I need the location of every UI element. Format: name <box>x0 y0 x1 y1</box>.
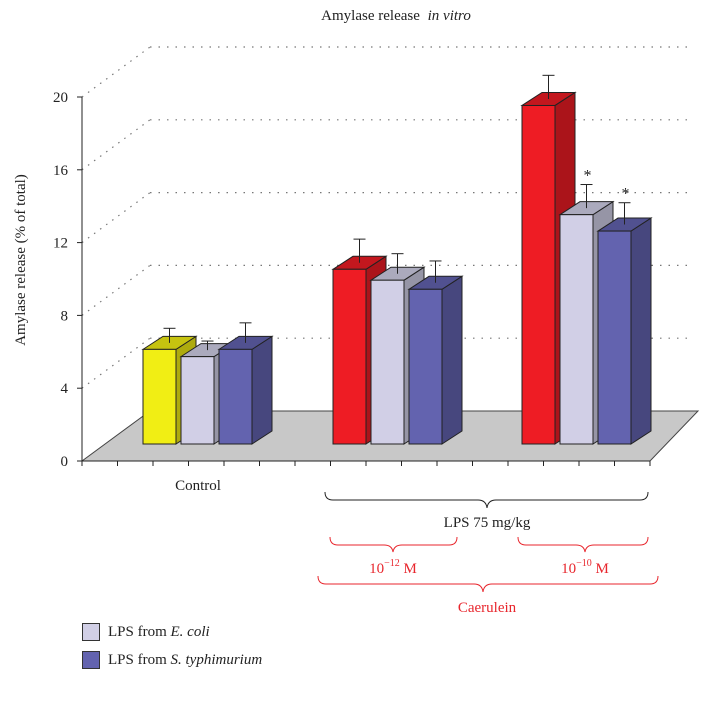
legend: LPS from E. coli LPS from S. typhimurium <box>82 618 262 674</box>
conc-low-exp: −12 <box>384 558 400 569</box>
bar-front <box>218 348 253 445</box>
bar-front <box>597 230 632 445</box>
bar: * <box>596 186 653 445</box>
legend-label-ecoli: LPS from E. coli <box>108 623 210 640</box>
significance-marker: * <box>622 186 630 203</box>
bar-front <box>408 288 443 445</box>
conc-high-unit: M <box>592 561 609 577</box>
legend-swatch-ecoli <box>82 623 100 641</box>
gridline-diag <box>81 119 151 171</box>
y-axis-label: Amylase release (% of total) <box>13 174 29 346</box>
y-tick-label: 4 <box>61 381 69 397</box>
gridline-diag <box>81 46 151 98</box>
group-label-control: Control <box>175 478 221 494</box>
bar <box>407 260 464 445</box>
significance-marker: * <box>584 168 592 185</box>
lps-bracket <box>324 491 649 509</box>
chart-title: Amylase release in vitro <box>321 8 471 24</box>
bars: ** <box>141 74 653 445</box>
legend-item-styphimurium: LPS from S. typhimurium <box>82 646 262 674</box>
bar-side <box>441 275 463 445</box>
conc-low-base: 10 <box>369 561 384 577</box>
bar-side <box>251 335 273 445</box>
caerulein-bracket <box>317 575 659 593</box>
bar-front <box>370 279 405 445</box>
conc-high-bracket <box>517 536 649 553</box>
bar-front <box>142 348 177 445</box>
legend-swatch-styphimurium <box>82 651 100 669</box>
caerulein-label: Caerulein <box>458 600 517 616</box>
y-tick-label: 0 <box>61 454 69 470</box>
conc-low-bracket <box>329 536 458 553</box>
conc-low-unit: M <box>400 561 417 577</box>
lps-dose-label: LPS 75 mg/kg <box>444 515 531 531</box>
bar <box>217 322 274 445</box>
chart-title-main: Amylase release <box>321 8 420 24</box>
legend-label-styphimurium: LPS from S. typhimurium <box>108 651 263 668</box>
gridline-diag <box>81 337 151 389</box>
bar-front <box>332 268 367 445</box>
bar-side <box>630 217 652 445</box>
gridline-diag <box>81 264 151 316</box>
chart-title-italic: in vitro <box>428 8 472 24</box>
y-tick-label: 8 <box>61 308 69 324</box>
legend-item-ecoli: LPS from E. coli <box>82 618 262 646</box>
gridline-diag <box>81 192 151 244</box>
conc-high-exp: −10 <box>576 558 592 569</box>
conc-high-label: 10−10 M <box>561 558 609 577</box>
conc-high-base: 10 <box>561 561 576 577</box>
bar-front <box>521 104 556 445</box>
y-axis: 0 4 8 12 16 20 <box>53 90 651 470</box>
bar-front <box>559 214 594 445</box>
y-tick-label: 16 <box>53 163 69 179</box>
y-tick-label: 20 <box>53 90 68 106</box>
y-tick-label: 12 <box>53 236 68 252</box>
conc-low-label: 10−12 M <box>369 558 417 577</box>
bar-front <box>180 356 215 445</box>
